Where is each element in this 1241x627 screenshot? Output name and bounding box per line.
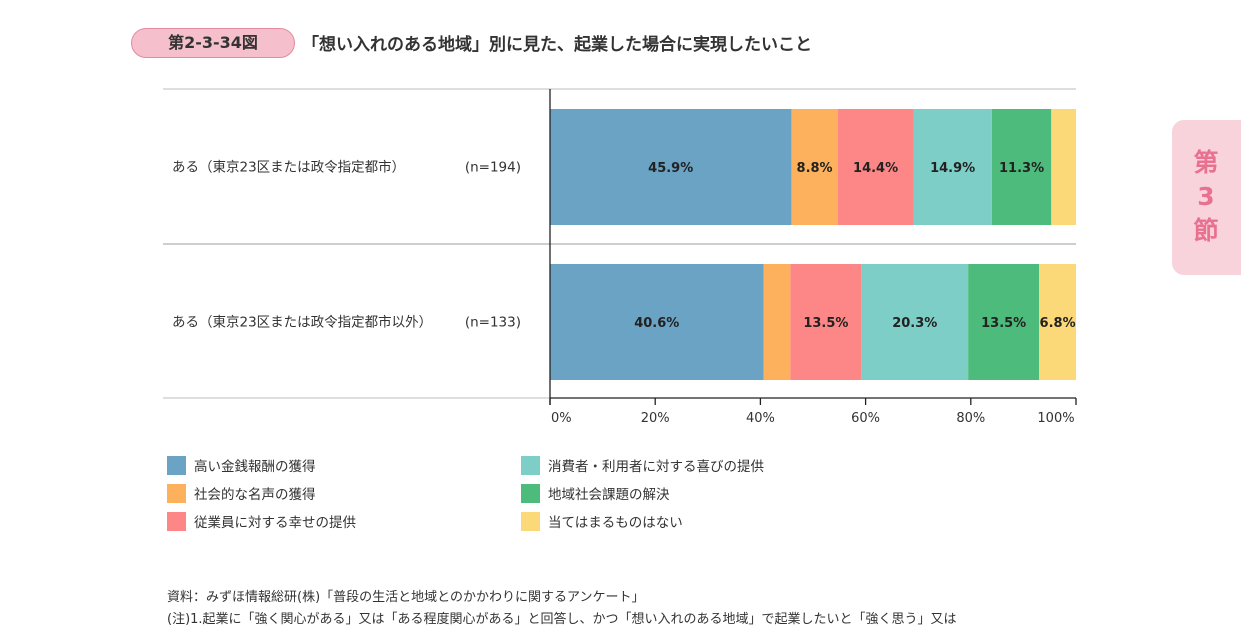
- section-tab: [1172, 120, 1241, 275]
- section-tab-label: 第 3 節: [1193, 148, 1219, 245]
- bar-segment: [968, 264, 1040, 380]
- legend-label: 地域社会課題の解決: [548, 487, 670, 503]
- bar-segment: [837, 109, 914, 225]
- data-label: 14.9%: [930, 161, 975, 176]
- figure-label: 第2-3-34図: [131, 28, 295, 58]
- category-label: ある（東京23区または政令指定都市以外）: [172, 314, 432, 331]
- legend-item: 消費者・利用者に対する喜びの提供: [521, 455, 764, 475]
- category-label: ある（東京23区または政令指定都市）: [172, 159, 405, 176]
- bar-segment: [991, 109, 1052, 225]
- bar-segment: [550, 109, 792, 225]
- note-text: (注)1.起業に「強く関心がある」又は「ある程度関心がある」と回答し、かつ「想い…: [167, 612, 957, 627]
- data-label: 40.6%: [634, 316, 679, 331]
- category-n: (n=133): [465, 315, 521, 331]
- data-label: 13.5%: [981, 316, 1026, 331]
- data-label: 14.4%: [853, 161, 898, 176]
- stacked-bar-chart: ある（東京23区または政令指定都市） (n=194) 45.9% 8.8% 14.4% 1…: [163, 88, 1077, 426]
- x-tick-label: 20%: [641, 411, 670, 426]
- chart-legend: 高い金銭報酬の獲得 社会的な名声の獲得従業員に対する幸せの提供 消費者・利用者に対す…: [167, 455, 867, 535]
- bar-segment: [1051, 109, 1076, 225]
- legend-item: 社会的な名声の獲得: [167, 483, 316, 503]
- x-tick-label: 80%: [956, 411, 985, 426]
- bar-segment: [913, 109, 992, 225]
- data-label: 8.8%: [797, 161, 833, 176]
- legend-label: 従業員に対する幸せの提供: [194, 515, 356, 531]
- legend-label: 消費者・利用者に対する喜びの提供: [548, 459, 764, 475]
- legend-swatch: [167, 511, 186, 531]
- legend-swatch: [521, 455, 540, 475]
- legend-item: 従業員に対する幸せの提供: [167, 511, 356, 531]
- legend-swatch: [521, 483, 540, 503]
- x-tick-label: 0%: [551, 411, 572, 426]
- bar-segment: [550, 264, 764, 380]
- x-tick-label: 40%: [746, 411, 775, 426]
- legend-item: 地域社会課題の解決: [521, 483, 670, 503]
- legend-item: 高い金銭報酬の獲得: [167, 455, 316, 475]
- legend-label: 高い金銭報酬の獲得: [194, 459, 316, 475]
- legend-label: 当てはまるものはない: [548, 515, 683, 531]
- bar-segment: [1039, 264, 1076, 380]
- bar-segment: [861, 264, 969, 380]
- bar-segment: [763, 264, 791, 380]
- category-n: (n=194): [465, 160, 521, 176]
- legend-item: 当てはまるものはない: [521, 511, 683, 531]
- data-label: 13.5%: [803, 316, 848, 331]
- legend-swatch: [521, 511, 540, 531]
- bar-segment: [791, 109, 838, 225]
- source-text: 資料：みずほ情報総研(株)「普段の生活と地域とのかかわりに関するアンケート」: [167, 590, 645, 605]
- data-label: 11.3%: [999, 161, 1044, 176]
- figure-title: 「想い入れのある地域」別に見た、起業した場合に実現したいこと: [302, 35, 812, 55]
- x-tick-label: 60%: [851, 411, 880, 426]
- legend-swatch: [167, 455, 186, 475]
- data-label: 45.9%: [648, 161, 693, 176]
- legend-swatch: [167, 483, 186, 503]
- data-label: 6.8%: [1040, 316, 1076, 331]
- legend-label: 社会的な名声の獲得: [194, 487, 316, 503]
- data-label: 20.3%: [892, 316, 937, 331]
- bar-segment: [790, 264, 862, 380]
- x-tick-label: 100%: [1037, 411, 1074, 426]
